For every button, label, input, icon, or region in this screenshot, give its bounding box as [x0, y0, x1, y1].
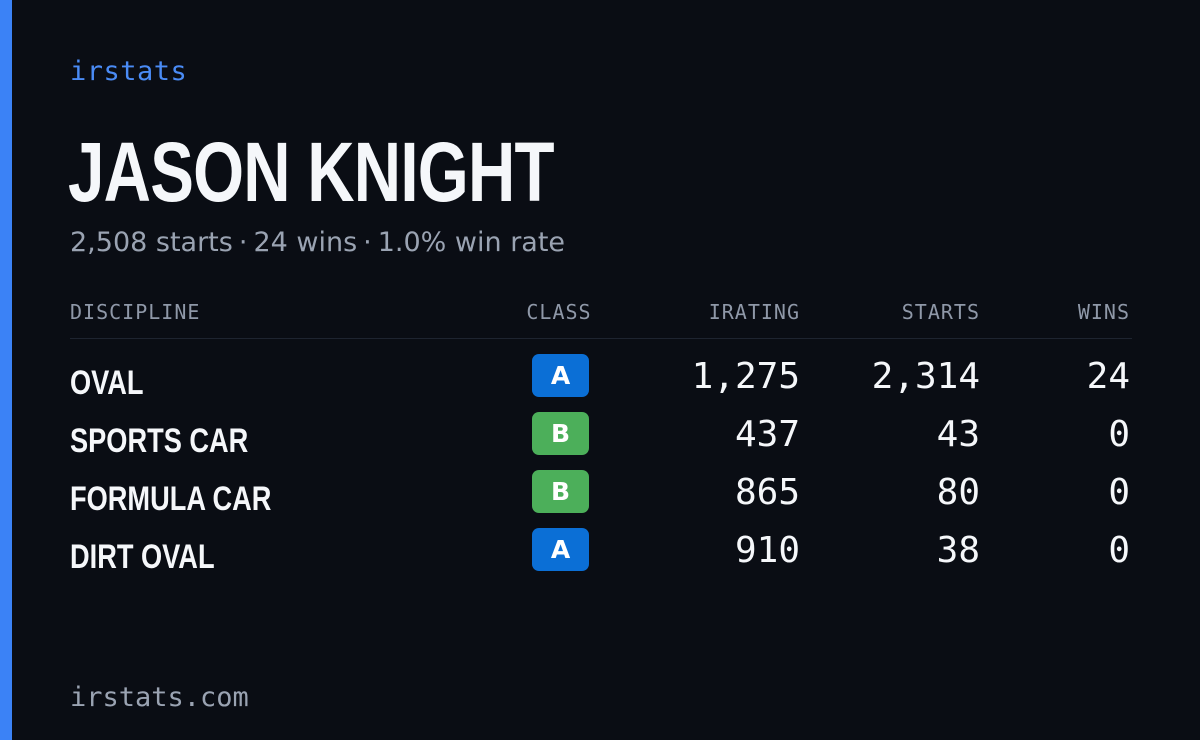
table-row: SPORTS CAR B 437 43 0	[70, 412, 1132, 470]
header-wins: WINS	[1077, 300, 1130, 324]
row-starts: 80	[936, 472, 980, 513]
row-wins: 0	[1108, 530, 1130, 571]
summary-separator: ·	[238, 227, 248, 258]
summary-separator: ·	[363, 227, 372, 258]
header-starts: STARTS	[901, 300, 980, 324]
row-irating: 1,275	[691, 356, 800, 397]
row-discipline: FORMULA CAR	[70, 480, 272, 518]
class-badge: B	[532, 470, 589, 513]
class-badge: B	[532, 412, 589, 455]
row-wins: 24	[1086, 356, 1130, 397]
summary-starts: 2,508 starts	[70, 227, 233, 258]
row-irating: 910	[734, 530, 800, 571]
row-wins: 0	[1108, 472, 1130, 513]
class-badge: A	[532, 528, 589, 571]
header-discipline: DISCIPLINE	[70, 300, 201, 324]
summary-win-rate: 1.0% win rate	[377, 227, 566, 258]
row-discipline: OVAL	[70, 364, 144, 402]
player-summary: 2,508 starts · 24 wins · 1.0% win rate	[70, 227, 565, 258]
row-irating: 865	[734, 472, 800, 513]
table-row: DIRT OVAL A 910 38 0	[70, 528, 1132, 586]
accent-bar	[0, 0, 12, 740]
row-discipline: DIRT OVAL	[70, 538, 215, 576]
table-row: OVAL A 1,275 2,314 24	[70, 354, 1132, 412]
row-starts: 43	[936, 414, 980, 455]
summary-wins: 24 wins	[253, 227, 358, 258]
row-wins: 0	[1108, 414, 1130, 455]
row-starts: 2,314	[871, 356, 980, 397]
row-irating: 437	[734, 414, 800, 455]
footer-domain: irstats.com	[70, 682, 249, 713]
player-name: JASON KNIGHT	[68, 125, 555, 219]
row-discipline: SPORTS CAR	[70, 422, 249, 460]
table-row: FORMULA CAR B 865 80 0	[70, 470, 1132, 528]
brand-logo: irstats	[70, 56, 188, 87]
table-header: DISCIPLINE CLASS IRATING STARTS WINS	[70, 300, 1132, 339]
header-class: CLASS	[526, 300, 592, 324]
header-irating: IRATING	[708, 300, 800, 324]
row-starts: 38	[936, 530, 980, 571]
class-badge: A	[532, 354, 589, 397]
